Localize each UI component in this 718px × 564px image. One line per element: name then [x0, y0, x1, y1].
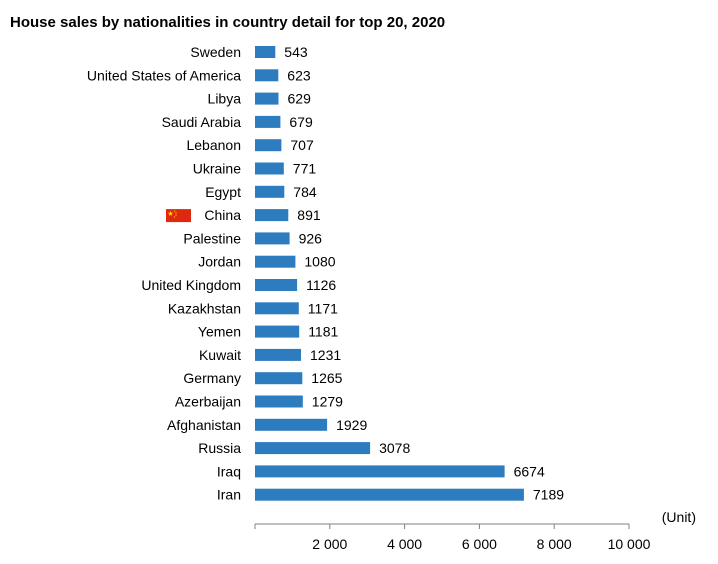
category-label-russia: Russia [198, 440, 241, 456]
category-label-saudi-arabia: Saudi Arabia [162, 114, 242, 130]
bar-iran [255, 488, 524, 501]
value-label-lebanon: 707 [290, 137, 314, 153]
category-label-lebanon: Lebanon [186, 137, 241, 153]
value-label-libya: 629 [288, 91, 312, 107]
category-label-germany: Germany [183, 370, 241, 386]
value-label-sweden: 543 [284, 44, 308, 60]
category-label-sweden: Sweden [190, 44, 241, 60]
x-tick-label: 10 000 [608, 536, 651, 552]
category-label-united-kingdom: United Kingdom [141, 277, 241, 293]
bar-united-kingdom [255, 279, 298, 291]
bar-egypt [255, 185, 285, 198]
x-tick-label: 6 000 [462, 536, 497, 552]
category-label-china: China [204, 207, 241, 223]
bars-layer: Sweden 543 United States of America 623 Liby… [87, 44, 564, 503]
value-label-saudi-arabia: 679 [289, 114, 313, 130]
category-label-ukraine: Ukraine [193, 161, 241, 177]
category-label-egypt: Egypt [205, 184, 241, 200]
value-label-palestine: 926 [299, 230, 323, 246]
value-label-united-states-of-america: 623 [287, 67, 311, 83]
category-label-palestine: Palestine [183, 230, 241, 246]
value-label-germany: 1265 [311, 370, 342, 386]
bar-kuwait [255, 348, 301, 361]
value-label-yemen: 1181 [308, 324, 338, 340]
value-label-china: 891 [297, 207, 321, 223]
value-label-iran: 7189 [533, 487, 564, 503]
axis-layer: 2 000 4 000 6 000 8 000 10 000 [254, 523, 651, 552]
bar-united-states-of-america [255, 69, 279, 82]
chart-title: House sales by nationalities in country … [10, 14, 446, 31]
value-label-jordan: 1080 [304, 254, 335, 270]
bar-palestine [255, 232, 290, 245]
bar-libya [255, 92, 279, 105]
bar-china [255, 209, 289, 222]
bar-iraq [255, 465, 505, 478]
bar-kazakhstan [255, 302, 299, 315]
category-label-azerbaijan: Azerbaijan [175, 394, 241, 410]
bar-afghanistan [255, 418, 328, 431]
category-label-afghanistan: Afghanistan [167, 417, 241, 433]
value-label-ukraine: 771 [293, 161, 317, 177]
bar-russia [255, 442, 371, 455]
unit-label: (Unit) [662, 509, 696, 525]
category-label-iraq: Iraq [217, 463, 241, 479]
value-label-kuwait: 1231 [310, 347, 341, 363]
bar-yemen [255, 325, 300, 338]
bar-sweden [255, 46, 276, 58]
bar-saudi-arabia [255, 115, 281, 128]
value-label-kazakhstan: 1171 [308, 300, 338, 316]
china-flag-icon [166, 209, 191, 223]
value-label-afghanistan: 1929 [336, 417, 367, 433]
category-label-jordan: Jordan [198, 254, 241, 270]
x-tick-label: 8 000 [537, 536, 572, 552]
bar-jordan [255, 255, 296, 268]
bar-lebanon [255, 139, 282, 152]
bar-azerbaijan [255, 395, 303, 408]
value-label-russia: 3078 [379, 440, 410, 456]
value-label-united-kingdom: 1126 [306, 277, 336, 293]
value-label-azerbaijan: 1279 [312, 394, 343, 410]
bar-germany [255, 372, 303, 385]
value-label-iraq: 6674 [514, 463, 545, 479]
bar-ukraine [255, 162, 284, 175]
category-label-yemen: Yemen [198, 324, 241, 340]
value-label-egypt: 784 [293, 184, 317, 200]
category-label-kazakhstan: Kazakhstan [168, 300, 241, 316]
x-tick-label: 2 000 [312, 536, 347, 552]
x-tick-label: 4 000 [387, 536, 422, 552]
category-label-united-states-of-america: United States of America [87, 67, 241, 83]
category-label-libya: Libya [208, 91, 242, 107]
category-label-iran: Iran [217, 487, 241, 503]
category-label-kuwait: Kuwait [199, 347, 241, 363]
